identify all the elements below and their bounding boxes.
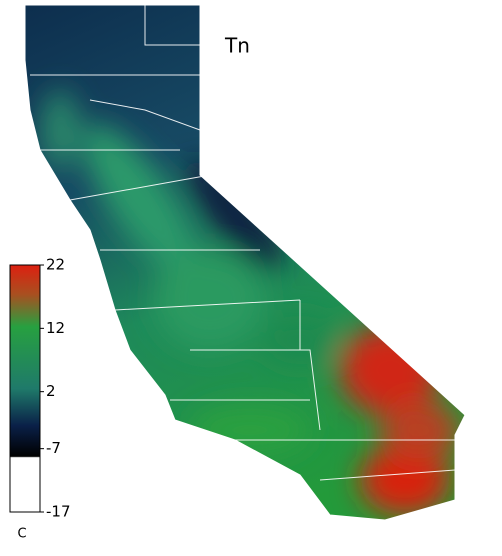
colorbar-tick-label: -7	[46, 439, 61, 457]
colorbar-tick-label: 22	[46, 256, 65, 274]
colorbar	[9, 264, 41, 513]
colorbar-label: C	[17, 527, 26, 542]
colorbar-tick-label: -17	[46, 503, 71, 521]
map-title: Tn	[224, 34, 250, 58]
colorbar-tick-label: 2	[46, 382, 56, 400]
state-outline	[24, 4, 466, 521]
colorbar-tick-label: 12	[46, 319, 65, 337]
